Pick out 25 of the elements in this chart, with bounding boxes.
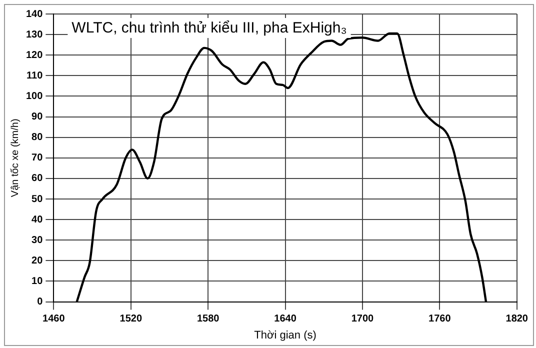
x-tick-label: 1520 (120, 314, 142, 325)
x-tick-label: 1820 (506, 314, 528, 325)
y-tick-label: 130 (26, 29, 44, 40)
x-tick-label: 1700 (351, 314, 374, 325)
y-tick-label: 70 (32, 152, 44, 164)
y-tick-label: 40 (32, 214, 44, 226)
y-tick-label: 80 (32, 132, 44, 144)
y-tick-label: 140 (26, 8, 44, 20)
y-axis-title: Vận tốc xe (km/h) (10, 118, 21, 198)
y-tick-label: 110 (26, 70, 44, 82)
y-tick-label: 120 (26, 50, 44, 61)
y-tick-label: 50 (32, 194, 44, 205)
y-tick-label: 100 (26, 90, 44, 102)
y-tick-label: 20 (32, 255, 44, 266)
y-tick-label: 30 (32, 234, 44, 246)
x-tick-label: 1580 (196, 314, 220, 325)
x-tick-label: 1460 (42, 314, 66, 325)
x-tick-label: 1640 (274, 314, 297, 325)
chart-title: WLTC, chu trình thử kiểu III, pha ExHigh₃ (72, 20, 347, 37)
y-tick-label: 60 (32, 173, 44, 184)
y-tick-label: 0 (37, 296, 44, 308)
x-tick-label: 1760 (428, 314, 452, 325)
x-axis-title: Thời gian (s) (254, 329, 316, 342)
y-tick-label: 90 (32, 112, 44, 123)
y-tick-label: 10 (32, 276, 44, 287)
